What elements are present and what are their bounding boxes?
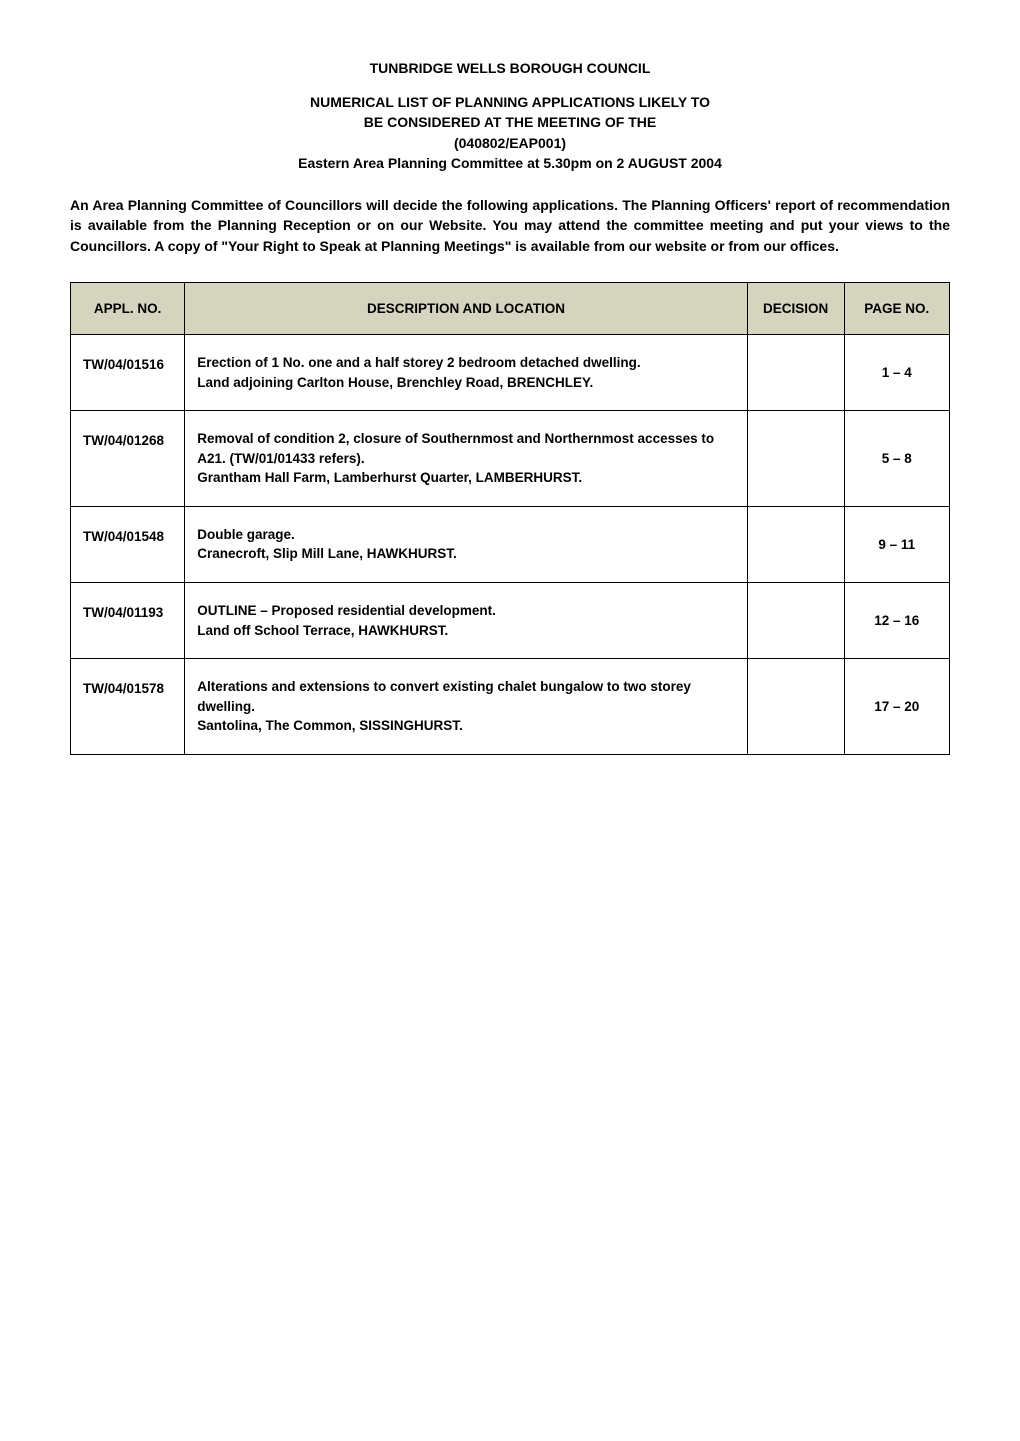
desc-line: Removal of condition 2, closure of South… [197, 429, 735, 468]
table-header-row: APPL. NO. DESCRIPTION AND LOCATION DECIS… [71, 283, 950, 335]
cell-page: 12 – 16 [844, 583, 949, 659]
cell-desc: OUTLINE – Proposed residential developme… [185, 583, 748, 659]
cell-desc: Alterations and extensions to convert ex… [185, 659, 748, 755]
table-row: TW/04/01578 Alterations and extensions t… [71, 659, 950, 755]
desc-line: Grantham Hall Farm, Lamberhurst Quarter,… [197, 468, 735, 488]
desc-line: Alterations and extensions to convert ex… [197, 677, 735, 716]
cell-page: 1 – 4 [844, 335, 949, 411]
cell-decision [747, 335, 844, 411]
cell-decision [747, 411, 844, 507]
desc-line: Cranecroft, Slip Mill Lane, HAWKHURST. [197, 544, 735, 564]
cell-desc: Removal of condition 2, closure of South… [185, 411, 748, 507]
subtitle-line: NUMERICAL LIST OF PLANNING APPLICATIONS … [310, 94, 710, 110]
subtitle-line: Eastern Area Planning Committee at 5.30p… [298, 155, 722, 171]
intro-paragraph: An Area Planning Committee of Councillor… [70, 195, 950, 256]
desc-line: Land adjoining Carlton House, Brenchley … [197, 373, 735, 393]
col-header-decision: DECISION [747, 283, 844, 335]
table-row: TW/04/01516 Erection of 1 No. one and a … [71, 335, 950, 411]
page-subtitle: NUMERICAL LIST OF PLANNING APPLICATIONS … [70, 92, 950, 173]
table-row: TW/04/01548 Double garage. Cranecroft, S… [71, 506, 950, 582]
desc-line: OUTLINE – Proposed residential developme… [197, 601, 735, 621]
table-row: TW/04/01268 Removal of condition 2, clos… [71, 411, 950, 507]
cell-decision [747, 506, 844, 582]
cell-desc: Erection of 1 No. one and a half storey … [185, 335, 748, 411]
desc-line: Santolina, The Common, SISSINGHURST. [197, 716, 735, 736]
cell-page: 17 – 20 [844, 659, 949, 755]
cell-page: 9 – 11 [844, 506, 949, 582]
col-header-desc: DESCRIPTION AND LOCATION [185, 283, 748, 335]
page-title: TUNBRIDGE WELLS BOROUGH COUNCIL [70, 60, 950, 76]
desc-line: Erection of 1 No. one and a half storey … [197, 353, 735, 373]
cell-decision [747, 659, 844, 755]
cell-appl: TW/04/01578 [71, 659, 185, 755]
cell-appl: TW/04/01516 [71, 335, 185, 411]
desc-line: Double garage. [197, 525, 735, 545]
desc-line: Land off School Terrace, HAWKHURST. [197, 621, 735, 641]
cell-desc: Double garage. Cranecroft, Slip Mill Lan… [185, 506, 748, 582]
cell-appl: TW/04/01268 [71, 411, 185, 507]
applications-table: APPL. NO. DESCRIPTION AND LOCATION DECIS… [70, 282, 950, 755]
col-header-page: PAGE NO. [844, 283, 949, 335]
cell-appl: TW/04/01193 [71, 583, 185, 659]
col-header-appl: APPL. NO. [71, 283, 185, 335]
subtitle-line: (040802/EAP001) [454, 135, 566, 151]
cell-appl: TW/04/01548 [71, 506, 185, 582]
table-row: TW/04/01193 OUTLINE – Proposed residenti… [71, 583, 950, 659]
cell-decision [747, 583, 844, 659]
cell-page: 5 – 8 [844, 411, 949, 507]
subtitle-line: BE CONSIDERED AT THE MEETING OF THE [364, 114, 656, 130]
